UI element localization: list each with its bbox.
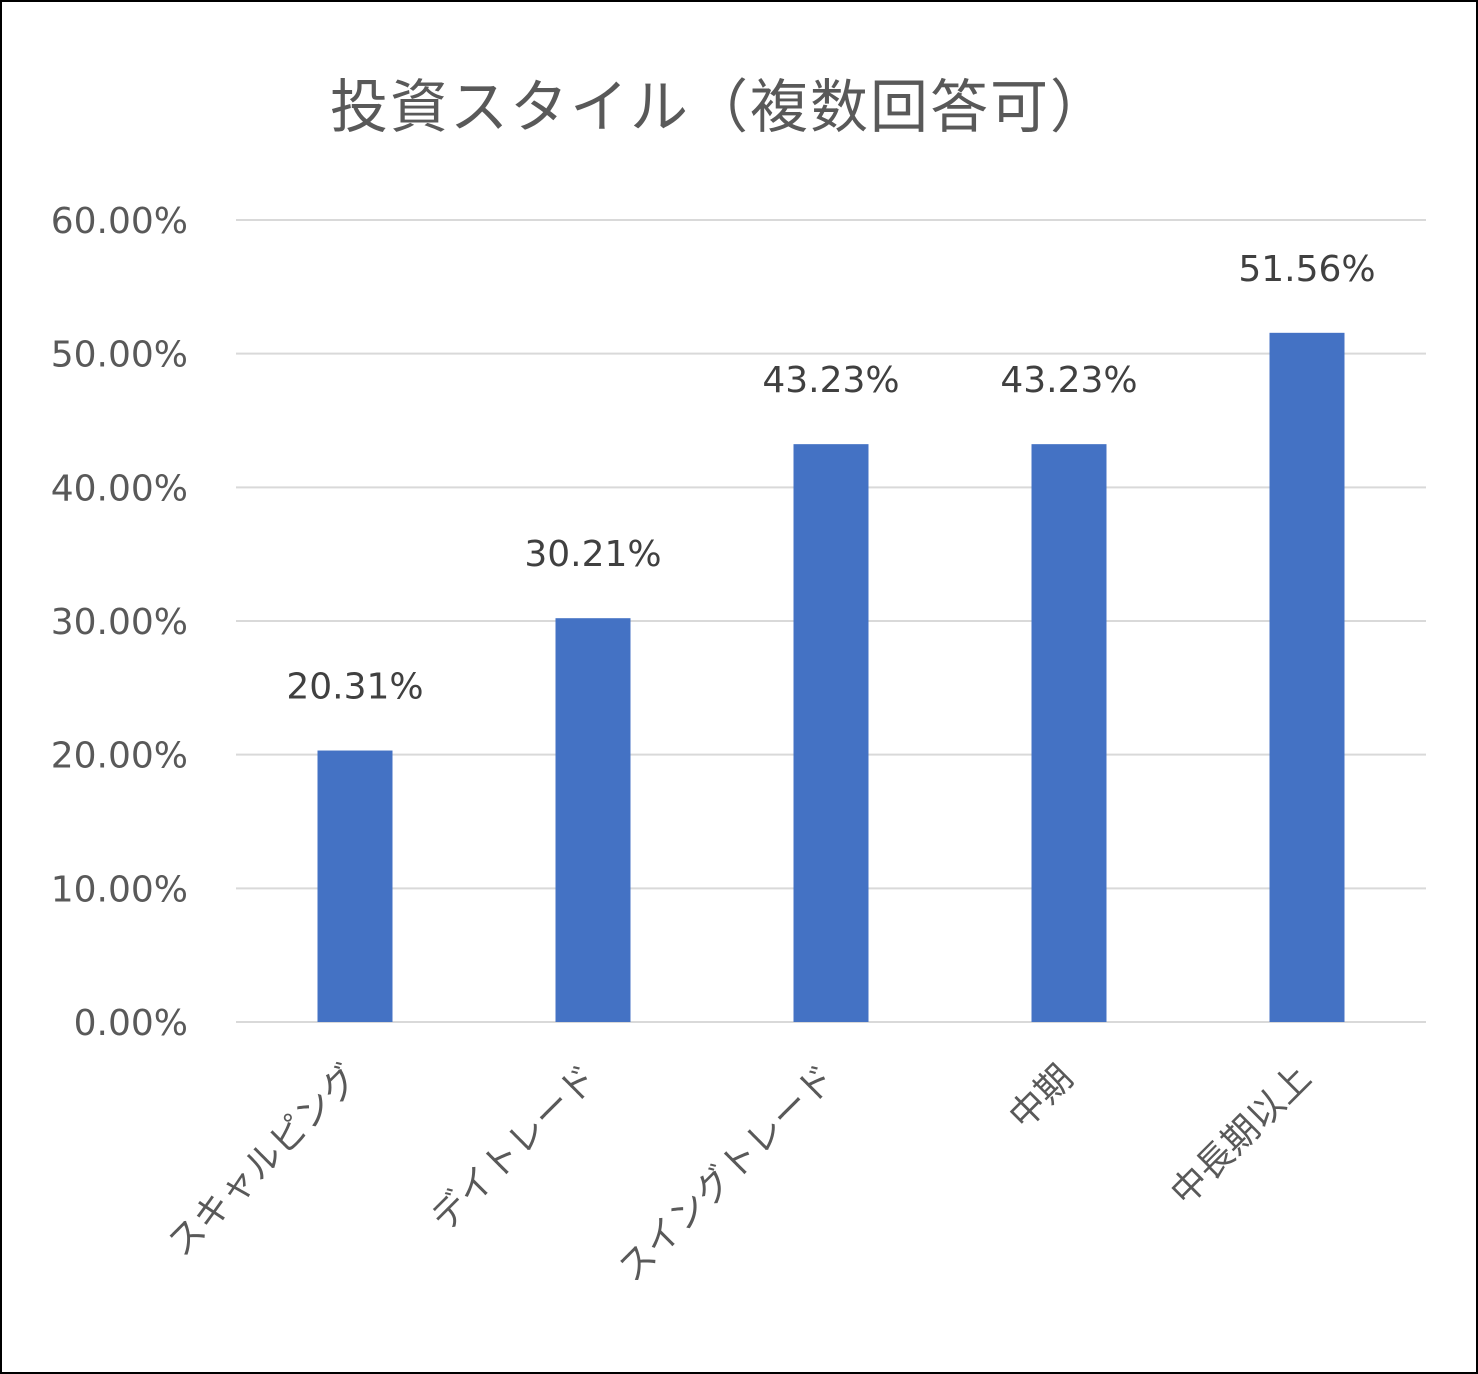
x-category-label: スキャルピング [160, 1057, 367, 1264]
y-tick-label: 0.00% [74, 1003, 188, 1044]
bar [793, 444, 869, 1022]
data-label: 20.31% [286, 667, 423, 708]
bar [555, 618, 631, 1022]
y-tick-label: 50.00% [51, 335, 188, 376]
y-tick-label: 40.00% [51, 468, 188, 509]
bar [1031, 444, 1107, 1022]
x-category-label: デイトレード [424, 1057, 606, 1239]
y-tick-label: 20.00% [51, 736, 188, 777]
x-category-label: 中長期以上 [1163, 1057, 1319, 1213]
data-label: 43.23% [762, 360, 899, 401]
data-label: 30.21% [524, 534, 661, 575]
x-category-label: 中期 [1001, 1057, 1081, 1137]
data-label: 43.23% [1000, 360, 1137, 401]
x-category-label: スイングトレード [611, 1057, 844, 1290]
y-tick-label: 10.00% [51, 869, 188, 910]
chart-title: 投資スタイル（複数回答可） [329, 73, 1110, 141]
y-tick-label: 60.00% [51, 201, 188, 242]
bar [1269, 332, 1345, 1022]
data-label: 51.56% [1238, 249, 1375, 290]
bar [317, 750, 393, 1022]
y-tick-label: 30.00% [51, 602, 188, 643]
